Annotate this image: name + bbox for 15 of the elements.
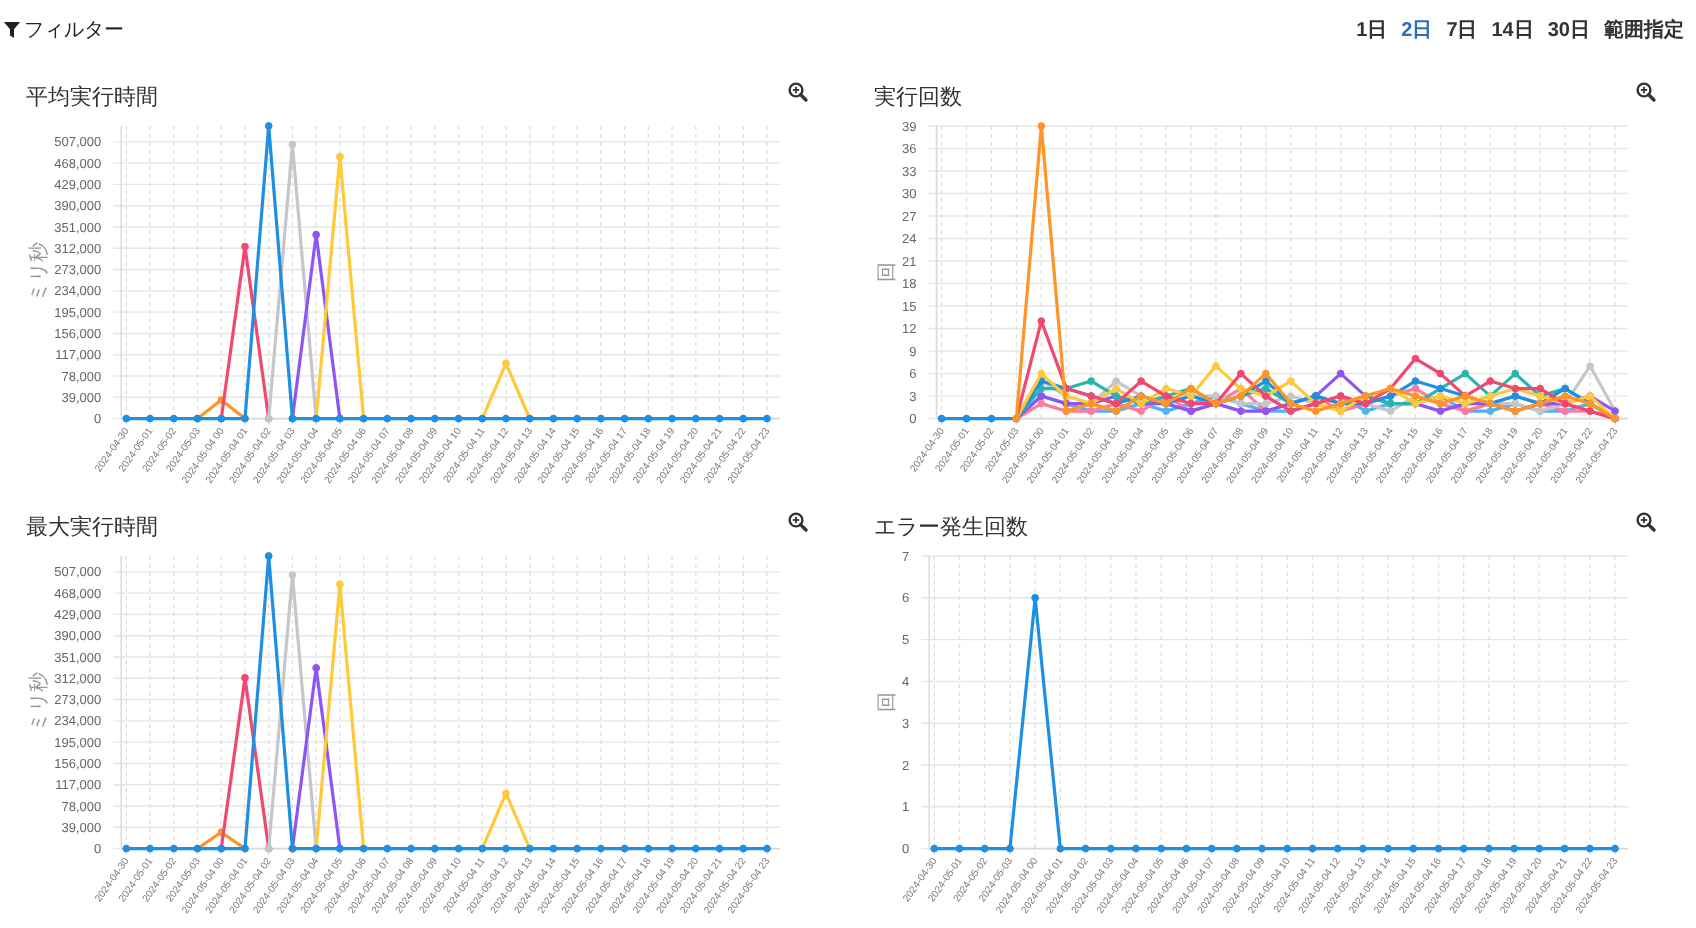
category-label: 7日	[1446, 18, 1478, 44]
category-label: 30日	[1547, 18, 1590, 44]
chart-title: 平均実行時間	[26, 84, 158, 110]
y-axis-title: 回	[877, 692, 899, 713]
y-axis-title: ミリ秒	[27, 242, 51, 303]
chart-title: 実行回数	[874, 84, 962, 110]
chart-title: 最大実行時間	[26, 514, 158, 540]
y-axis-title: 回	[877, 262, 899, 283]
chart-title: エラー発生回数	[874, 514, 1028, 540]
category-label: 1日	[1356, 18, 1388, 44]
category-label: 2日	[1401, 18, 1433, 44]
text: フィルター	[24, 18, 124, 44]
category-label: 範囲指定	[1604, 16, 1684, 44]
y-axis-title: ミリ秒	[27, 672, 51, 733]
category-label: 14日	[1491, 18, 1534, 44]
